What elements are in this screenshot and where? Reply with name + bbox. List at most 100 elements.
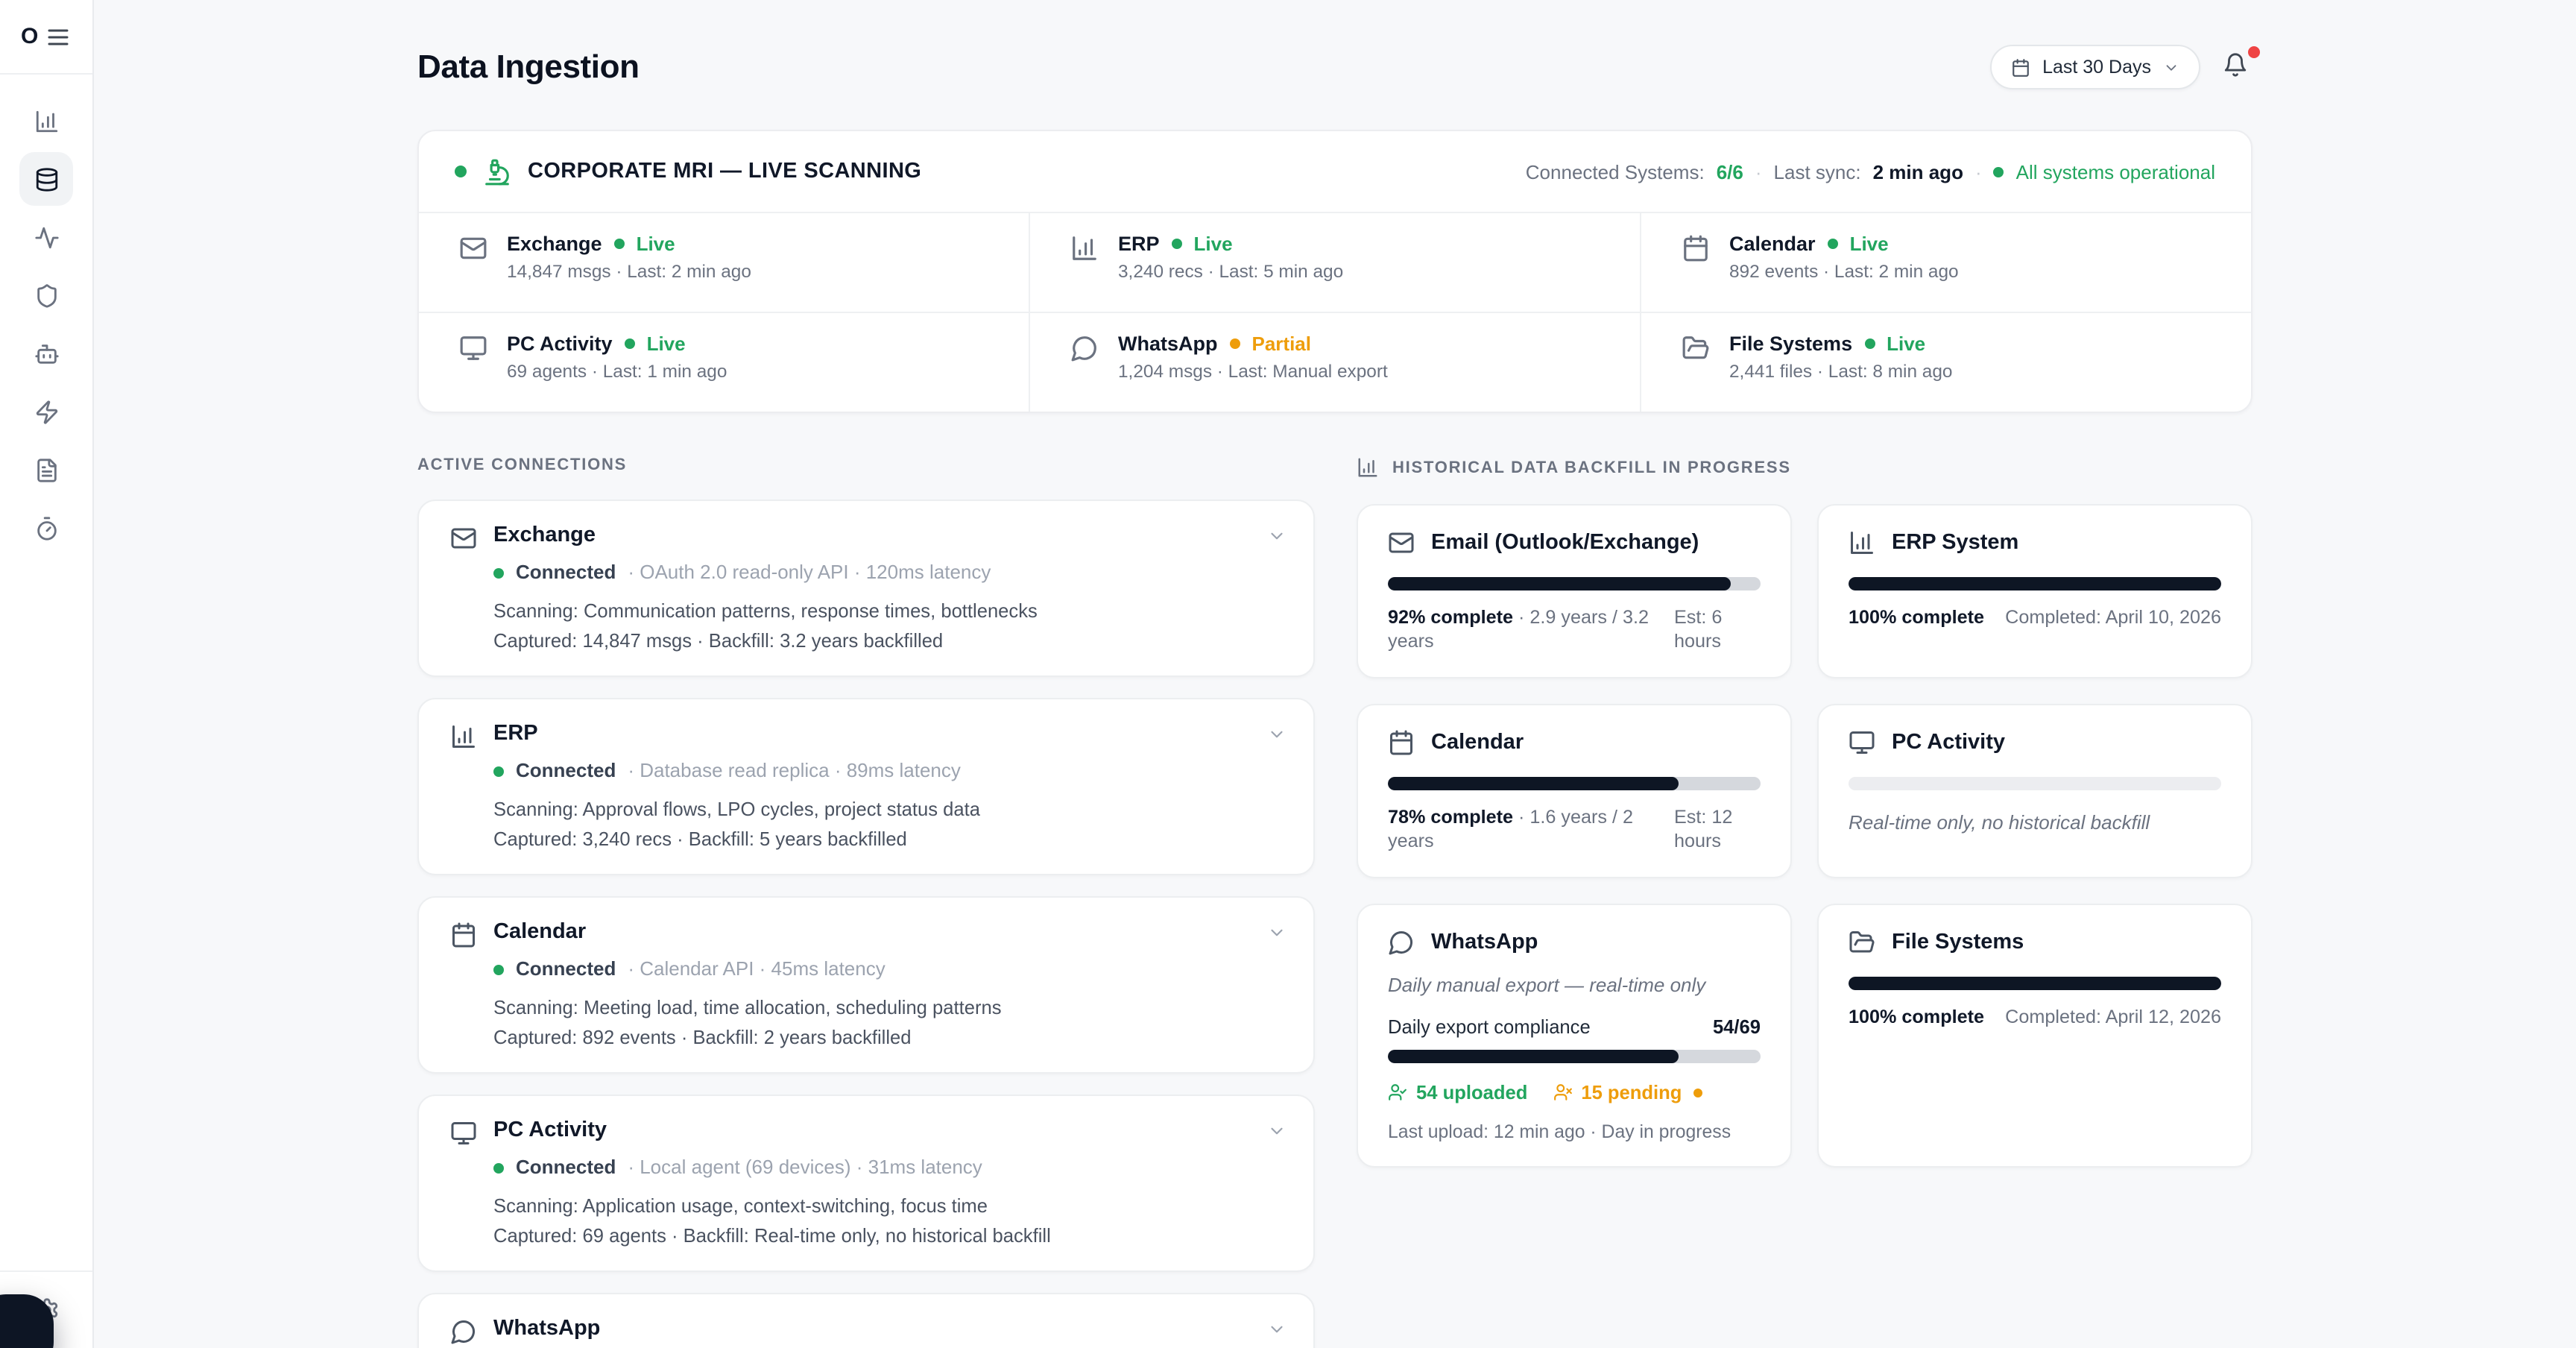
- live-scanning-card: CORPORATE MRI — LIVE SCANNING Connected …: [417, 130, 2253, 413]
- progress-bar: [1849, 777, 2221, 790]
- bot-icon: [34, 341, 59, 366]
- file-text-icon: [34, 457, 59, 482]
- banner-meta: Connected Systems: 6/6 · Last sync: 2 mi…: [1525, 160, 2215, 183]
- notifications-button[interactable]: [2223, 46, 2260, 82]
- sidebar-item-security[interactable]: [19, 268, 73, 322]
- chevron-down-icon[interactable]: [1267, 725, 1287, 744]
- connection-card-erp[interactable]: ERP Connected · Database read replica · …: [417, 698, 1315, 875]
- backfill-section: HISTORICAL DATA BACKFILL IN PROGRESS Ema…: [1357, 456, 2253, 1348]
- shield-icon: [34, 283, 59, 308]
- completed-date: Completed: April 10, 2026: [2005, 607, 2221, 628]
- chevron-down-icon[interactable]: [1267, 1320, 1287, 1339]
- compliance-label: Daily export compliance: [1388, 1015, 1591, 1038]
- main-area: Data Ingestion Last 30 Days: [94, 0, 2576, 1348]
- system-tiles: Exchange Live 14,847 msgs · Last: 2 min …: [419, 213, 2251, 412]
- backfill-note: Daily manual export — real-time only: [1388, 974, 1706, 996]
- system-tile-pc-activity: PC Activity Live 69 agents · Last: 1 min…: [419, 313, 1029, 412]
- user-x-icon: [1553, 1083, 1572, 1102]
- sidebar-item-timer[interactable]: [19, 501, 73, 555]
- last-sync-label: Last sync:: [1773, 160, 1861, 183]
- mail-icon: [1388, 529, 1415, 556]
- active-connections-section: ACTIVE CONNECTIONS Exchange Connected · …: [417, 456, 1315, 1348]
- uploaded-badge: 54 uploaded: [1388, 1081, 1527, 1103]
- connection-card-whatsapp[interactable]: WhatsApp Partial · Manual export + Busin…: [417, 1293, 1315, 1348]
- connection-card-exchange[interactable]: Exchange Connected · OAuth 2.0 read-only…: [417, 500, 1315, 677]
- compliance-value: 54/69: [1712, 1015, 1761, 1038]
- backfill-card-file-systems: File Systems 100% complete Completed: Ap…: [1817, 904, 2253, 1168]
- calendar-icon: [2011, 57, 2030, 77]
- backfill-card-whatsapp: WhatsApp Daily manual export — real-time…: [1357, 904, 1792, 1168]
- connection-card-pc-activity[interactable]: PC Activity Connected · Local agent (69 …: [417, 1095, 1315, 1272]
- estimate: Est: 12 hours: [1674, 807, 1733, 851]
- sidebar-item-automations[interactable]: [19, 385, 73, 438]
- system-tile-whatsapp: WhatsApp Partial 1,204 msgs · Last: Manu…: [1030, 313, 1640, 412]
- calendar-icon: [1682, 234, 1710, 262]
- status-dot: [1229, 338, 1240, 349]
- pending-badge: 15 pending: [1553, 1081, 1703, 1103]
- status-dot: [1171, 239, 1182, 249]
- chevron-down-icon: [2163, 59, 2179, 75]
- sidebar: O: [0, 0, 94, 1348]
- bell-icon: [2223, 52, 2248, 78]
- status-dot: [624, 338, 635, 349]
- progress-bar: [1849, 977, 2221, 990]
- status-dot: [493, 766, 504, 776]
- activity-icon: [34, 224, 59, 250]
- status-dot: [613, 239, 625, 249]
- status-dot: [1827, 239, 1838, 249]
- system-tile-exchange: Exchange Live 14,847 msgs · Last: 2 min …: [419, 213, 1029, 312]
- folder-open-icon: [1849, 929, 1875, 956]
- message-circle-icon: [450, 1318, 477, 1345]
- completed-date: Completed: April 12, 2026: [2005, 1007, 2221, 1027]
- system-tile-erp: ERP Live 3,240 recs · Last: 5 min ago: [1030, 213, 1640, 312]
- operational-dot: [1993, 166, 2004, 177]
- bar-chart-icon: [450, 723, 477, 750]
- calendar-icon: [1388, 729, 1415, 756]
- chevron-down-icon[interactable]: [1267, 1121, 1287, 1141]
- system-tile-file-systems: File Systems Live 2,441 files · Last: 8 …: [1641, 313, 2251, 412]
- backfill-card-pc-activity: PC Activity Real-time only, no historica…: [1817, 704, 2253, 878]
- progress-bar: [1388, 577, 1761, 590]
- sidebar-item-agents[interactable]: [19, 327, 73, 380]
- operational-label: All systems operational: [2015, 160, 2215, 183]
- live-status-dot: [455, 166, 467, 177]
- menu-icon[interactable]: [45, 23, 72, 50]
- status-dot: [493, 964, 504, 974]
- connection-card-calendar[interactable]: Calendar Connected · Calendar API · 45ms…: [417, 896, 1315, 1074]
- progress-bar: [1388, 777, 1761, 790]
- bar-chart-icon: [1357, 456, 1379, 479]
- banner-title: CORPORATE MRI — LIVE SCANNING: [528, 160, 922, 183]
- calendar-icon: [450, 922, 477, 948]
- chevron-down-icon[interactable]: [1267, 526, 1287, 546]
- bar-chart-icon: [1070, 234, 1099, 262]
- active-connections-heading: ACTIVE CONNECTIONS: [417, 456, 628, 474]
- connected-systems-label: Connected Systems:: [1525, 160, 1705, 183]
- bottom-left-overlay[interactable]: [0, 1294, 54, 1348]
- date-range-button[interactable]: Last 30 Days: [1990, 45, 2200, 89]
- sidebar-item-analytics[interactable]: [19, 94, 73, 148]
- last-sync-value: 2 min ago: [1872, 160, 1963, 183]
- sidebar-item-reports[interactable]: [19, 443, 73, 497]
- microscope-icon: [483, 157, 511, 186]
- backfill-card-erp: ERP System 100% complete Completed: Apri…: [1817, 504, 2253, 678]
- monitor-icon: [450, 1120, 477, 1147]
- scanning-banner: CORPORATE MRI — LIVE SCANNING Connected …: [419, 131, 2251, 213]
- chevron-down-icon[interactable]: [1267, 923, 1287, 942]
- mail-icon: [450, 525, 477, 552]
- progress-bar: [1849, 577, 2221, 590]
- sidebar-nav: [0, 75, 92, 555]
- bar-chart-icon: [34, 108, 59, 133]
- estimate: Est: 6 hours: [1674, 607, 1723, 652]
- last-upload: Last upload: 12 min ago · Day in progres…: [1388, 1121, 1731, 1142]
- backfill-card-email: Email (Outlook/Exchange) 92% complete · …: [1357, 504, 1792, 678]
- monitor-icon: [1849, 729, 1875, 756]
- mail-icon: [459, 234, 487, 262]
- sidebar-item-activity[interactable]: [19, 210, 73, 264]
- notification-badge: [2248, 46, 2260, 58]
- sidebar-item-data-ingestion[interactable]: [19, 152, 73, 206]
- backfill-heading: HISTORICAL DATA BACKFILL IN PROGRESS: [1392, 459, 1791, 476]
- status-dot: [1864, 338, 1875, 349]
- monitor-icon: [459, 334, 487, 362]
- bar-chart-icon: [1849, 529, 1875, 556]
